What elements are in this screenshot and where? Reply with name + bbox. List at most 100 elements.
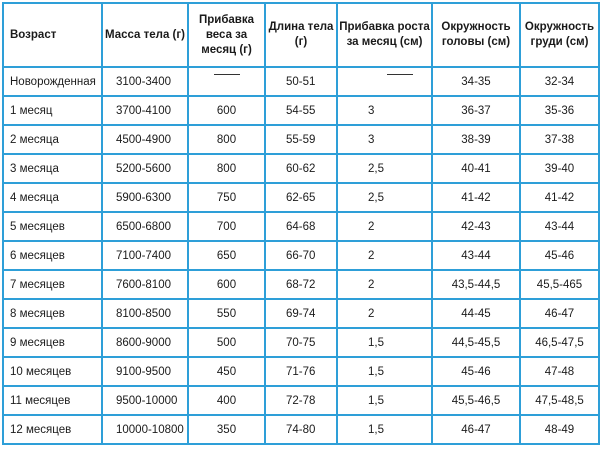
cell-length: 55-59 (264, 124, 338, 155)
cell-weight-gain (187, 66, 266, 97)
cell-mass: 3100-3400 (101, 66, 189, 97)
cell-length: 68-72 (264, 269, 338, 300)
cell-head-circumference: 43,5-44,5 (431, 269, 521, 300)
cell-length: 54-55 (264, 95, 338, 126)
cell-chest-circumference: 37-38 (519, 124, 600, 155)
cell-length: 62-65 (264, 182, 338, 213)
table-row: 9 месяцев 8600-9000 500 70-75 1,5 44,5-45,5 46… (2, 327, 600, 358)
header-head-circumference: Окружность головы (см) (431, 2, 521, 68)
table-row: 1 месяц 3700-4100 600 54-55 3 36-37 35-36 (2, 95, 600, 126)
cell-age: 10 месяцев (2, 356, 103, 387)
cell-mass: 6500-6800 (101, 211, 189, 242)
cell-head-circumference: 36-37 (431, 95, 521, 126)
cell-mass: 5900-6300 (101, 182, 189, 213)
table-row: 7 месяцев 7600-8100 600 68-72 2 43,5-44,5 45,5… (2, 269, 600, 300)
cell-head-circumference: 44-45 (431, 298, 521, 329)
cell-weight-gain: 400 (187, 385, 266, 416)
cell-age: 6 месяцев (2, 240, 103, 271)
cell-length: 64-68 (264, 211, 338, 242)
cell-weight-gain: 800 (187, 153, 266, 184)
cell-length: 66-70 (264, 240, 338, 271)
header-weight-gain: Прибавка веса за месяц (г) (187, 2, 266, 68)
cell-height-gain: 2 (336, 211, 433, 242)
cell-mass: 10000-10800 (101, 414, 189, 445)
cell-mass: 8100-8500 (101, 298, 189, 329)
cell-chest-circumference: 43-44 (519, 211, 600, 242)
cell-head-circumference: 40-41 (431, 153, 521, 184)
cell-weight-gain: 600 (187, 95, 266, 126)
cell-chest-circumference: 45,5-465 (519, 269, 600, 300)
cell-mass: 5200-5600 (101, 153, 189, 184)
cell-weight-gain: 650 (187, 240, 266, 271)
cell-height-gain: 1,5 (336, 385, 433, 416)
cell-chest-circumference: 48-49 (519, 414, 600, 445)
empty-dash (386, 73, 413, 75)
cell-age: 12 месяцев (2, 414, 103, 445)
cell-height-gain: 2 (336, 269, 433, 300)
cell-length: 71-76 (264, 356, 338, 387)
cell-head-circumference: 42-43 (431, 211, 521, 242)
cell-height-gain: 3 (336, 124, 433, 155)
header-height-gain: Прибавка роста за месяц (см) (336, 2, 433, 68)
header-chest-circumference: Окружность груди (см) (519, 2, 600, 68)
table-row: 2 месяца 4500-4900 800 55-59 3 38-39 37-38 (2, 124, 600, 155)
cell-weight-gain: 750 (187, 182, 266, 213)
cell-height-gain: 1,5 (336, 356, 433, 387)
cell-chest-circumference: 41-42 (519, 182, 600, 213)
cell-age: 7 месяцев (2, 269, 103, 300)
header-row: Возраст Масса тела (г) Прибавка веса за … (2, 2, 600, 68)
cell-mass: 4500-4900 (101, 124, 189, 155)
cell-age: 8 месяцев (2, 298, 103, 329)
cell-weight-gain: 600 (187, 269, 266, 300)
cell-mass: 9100-9500 (101, 356, 189, 387)
cell-age: 11 месяцев (2, 385, 103, 416)
cell-weight-gain: 450 (187, 356, 266, 387)
header-length: Длина тела (г) (264, 2, 338, 68)
cell-age: 2 месяца (2, 124, 103, 155)
cell-weight-gain: 350 (187, 414, 266, 445)
cell-height-gain: 1,5 (336, 327, 433, 358)
cell-chest-circumference: 47,5-48,5 (519, 385, 600, 416)
table-row: 5 месяцев 6500-6800 700 64-68 2 42-43 43-44 (2, 211, 600, 242)
cell-mass: 3700-4100 (101, 95, 189, 126)
cell-head-circumference: 45,5-46,5 (431, 385, 521, 416)
cell-length: 50-51 (264, 66, 338, 97)
cell-head-circumference: 34-35 (431, 66, 521, 97)
table-row: 3 месяца 5200-5600 800 60-62 2,5 40-41 39-40 (2, 153, 600, 184)
cell-length: 72-78 (264, 385, 338, 416)
cell-mass: 7100-7400 (101, 240, 189, 271)
table-row: Новорожденная 3100-3400 50-51 34-35 32-34 (2, 66, 600, 97)
cell-head-circumference: 41-42 (431, 182, 521, 213)
cell-head-circumference: 46-47 (431, 414, 521, 445)
cell-age: 9 месяцев (2, 327, 103, 358)
cell-chest-circumference: 39-40 (519, 153, 600, 184)
cell-mass: 8600-9000 (101, 327, 189, 358)
cell-head-circumference: 45-46 (431, 356, 521, 387)
table-row: 8 месяцев 8100-8500 550 69-74 2 44-45 46-47 (2, 298, 600, 329)
header-mass: Масса тела (г) (101, 2, 189, 68)
header-age: Возраст (2, 2, 103, 68)
cell-age: Новорожденная (2, 66, 103, 97)
cell-height-gain: 1,5 (336, 414, 433, 445)
empty-dash (213, 73, 240, 75)
cell-chest-circumference: 32-34 (519, 66, 600, 97)
table-row: 11 месяцев 9500-10000 400 72-78 1,5 45,5-46,5… (2, 385, 600, 416)
cell-weight-gain: 800 (187, 124, 266, 155)
cell-length: 74-80 (264, 414, 338, 445)
cell-weight-gain: 700 (187, 211, 266, 242)
growth-table: Возраст Масса тела (г) Прибавка веса за … (2, 2, 600, 445)
cell-chest-circumference: 35-36 (519, 95, 600, 126)
cell-length: 60-62 (264, 153, 338, 184)
cell-height-gain: 2 (336, 298, 433, 329)
cell-head-circumference: 44,5-45,5 (431, 327, 521, 358)
cell-height-gain (336, 66, 433, 97)
cell-weight-gain: 500 (187, 327, 266, 358)
cell-age: 1 месяц (2, 95, 103, 126)
cell-chest-circumference: 46-47 (519, 298, 600, 329)
table-row: 4 месяца 5900-6300 750 62-65 2,5 41-42 41-42 (2, 182, 600, 213)
cell-age: 3 месяца (2, 153, 103, 184)
cell-head-circumference: 43-44 (431, 240, 521, 271)
cell-chest-circumference: 46,5-47,5 (519, 327, 600, 358)
cell-head-circumference: 38-39 (431, 124, 521, 155)
